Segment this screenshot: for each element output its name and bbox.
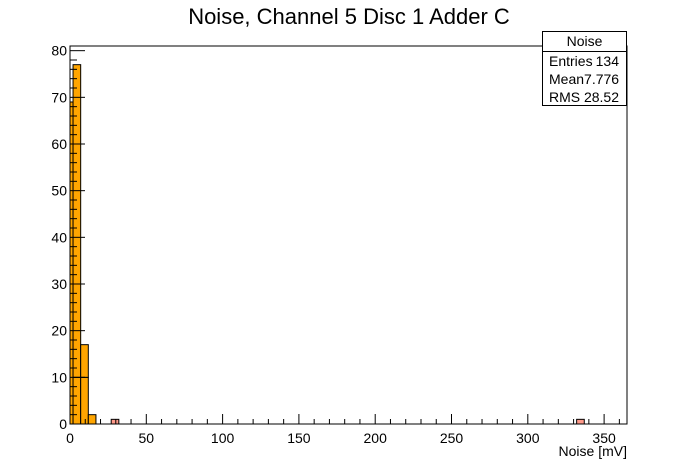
x-tick-label: 0 xyxy=(66,430,74,446)
histogram-bar xyxy=(576,418,585,425)
x-tick-label: 200 xyxy=(364,430,388,446)
x-tick-label: 350 xyxy=(592,430,616,446)
stats-value-entries: 134 xyxy=(595,53,619,69)
stats-label-mean: Mean xyxy=(549,71,585,87)
stats-row-rms: RMS 28.52 xyxy=(543,88,626,106)
y-tick-label: 10 xyxy=(51,369,67,385)
stats-title: Noise xyxy=(543,32,626,52)
y-tick-label: 70 xyxy=(51,89,67,105)
x-tick-label: 50 xyxy=(139,430,155,446)
plot-frame xyxy=(69,45,628,425)
x-tick-label: 150 xyxy=(287,430,311,446)
stats-value-mean: 7.776 xyxy=(584,71,620,87)
axes: 0 50 100 150 200 250 300 350 0 10 20 30 40 50 60 70 80 xyxy=(51,43,620,446)
y-tick-label: 0 xyxy=(59,416,67,432)
x-axis-label: Noise [mV] xyxy=(559,443,627,459)
chart-title: Noise, Channel 5 Disc 1 Adder C xyxy=(188,4,510,29)
y-tick-label: 20 xyxy=(51,323,67,339)
y-tick-label: 30 xyxy=(51,276,67,292)
histogram-bar xyxy=(72,376,82,425)
y-tick-label: 40 xyxy=(51,229,67,245)
y-tick-label: 50 xyxy=(51,183,67,199)
histogram-bar xyxy=(87,414,97,425)
stats-value-rms: 28.52 xyxy=(583,89,619,105)
y-tick-label: 80 xyxy=(51,43,67,59)
stats-label-entries: Entries xyxy=(549,53,593,69)
stats-box: Noise Entries 134 Mean 7.776 RMS 28.52 xyxy=(542,31,627,106)
stats-row-entries: Entries 134 xyxy=(543,52,626,70)
x-tick-label: 300 xyxy=(516,430,540,446)
stats-row-mean: Mean 7.776 xyxy=(543,70,626,88)
y-tick-label: 60 xyxy=(51,136,67,152)
histogram-bar xyxy=(110,418,120,425)
x-tick-label: 250 xyxy=(440,430,464,446)
stats-label-rms: RMS xyxy=(549,89,581,105)
histogram-bar xyxy=(80,344,89,378)
histogram-bar xyxy=(80,376,89,425)
histogram-bars xyxy=(69,64,585,425)
x-tick-label: 100 xyxy=(211,430,235,446)
